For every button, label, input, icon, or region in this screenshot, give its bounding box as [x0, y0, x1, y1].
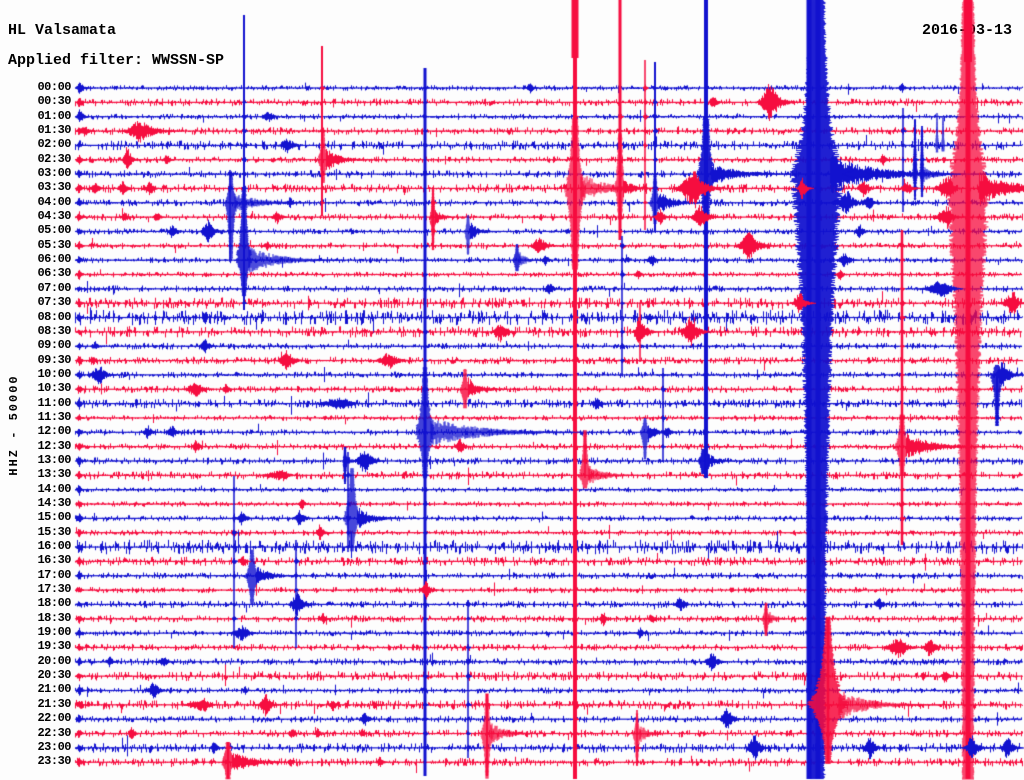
- helicorder-plot: [0, 0, 1024, 780]
- seismogram-viewer: HL Valsamata Applied filter: WWSSN-SP 20…: [0, 0, 1024, 780]
